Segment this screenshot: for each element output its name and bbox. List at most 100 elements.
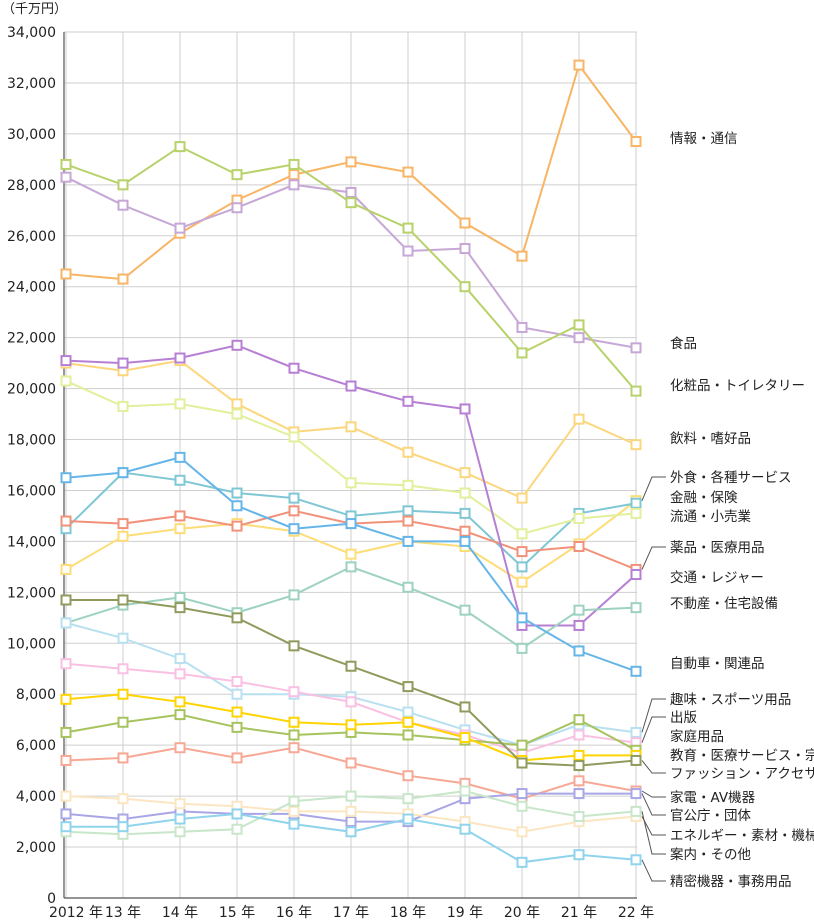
- data-point: [402, 505, 414, 517]
- data-point: [174, 474, 186, 486]
- data-point: [345, 197, 357, 209]
- data-point: [459, 604, 471, 616]
- data-point: [630, 754, 642, 766]
- data-point: [345, 790, 357, 802]
- data-point: [231, 808, 243, 820]
- data-point: [288, 742, 300, 754]
- series-2: [60, 141, 642, 397]
- data-point: [573, 619, 585, 631]
- data-point: [117, 632, 129, 644]
- data-point: [516, 612, 528, 624]
- x-tick-label: 19 年: [447, 905, 483, 921]
- data-point: [231, 487, 243, 499]
- data-point: [402, 681, 414, 693]
- series-15: [60, 594, 642, 772]
- series-label: 食品: [670, 335, 697, 352]
- y-tick-label: 6,000: [16, 738, 56, 754]
- data-point: [117, 179, 129, 191]
- y-tick-label: 34,000: [7, 25, 56, 41]
- y-tick-label: 10,000: [7, 636, 56, 652]
- data-point: [459, 525, 471, 537]
- data-point: [516, 856, 528, 868]
- data-point: [516, 757, 528, 769]
- data-point: [402, 535, 414, 547]
- data-point: [231, 676, 243, 687]
- data-point: [459, 403, 471, 415]
- series-label: 薬品・医療用品: [670, 539, 765, 556]
- series-label: 交通・レジャー: [670, 569, 764, 586]
- series-19: [60, 785, 642, 840]
- data-point: [231, 706, 243, 718]
- data-point: [516, 826, 528, 838]
- data-point: [288, 431, 300, 443]
- data-point: [459, 281, 471, 293]
- data-point: [345, 816, 357, 828]
- data-point: [117, 199, 129, 211]
- data-point: [288, 716, 300, 728]
- data-point: [60, 726, 72, 738]
- data-point: [174, 398, 186, 410]
- data-point: [288, 362, 300, 374]
- data-point: [231, 823, 243, 835]
- data-point: [516, 492, 528, 504]
- data-point: [60, 790, 72, 802]
- data-point: [345, 696, 357, 708]
- x-tick-label: 16 年: [276, 905, 312, 921]
- data-point: [288, 492, 300, 504]
- data-point: [630, 497, 642, 509]
- x-tick-label: 15 年: [219, 905, 255, 921]
- data-point: [117, 273, 129, 285]
- data-point: [117, 663, 129, 675]
- data-point: [288, 818, 300, 830]
- series-label: 教育・医療サービス・宗教: [670, 747, 814, 764]
- data-point: [60, 617, 72, 629]
- data-point: [231, 520, 243, 532]
- data-point: [60, 268, 72, 280]
- data-point: [630, 385, 642, 397]
- label-layer: 情報・通信食品化粧品・トイレタリー飲料・嗜好品外食・各種サービス金融・保険流通・…: [641, 131, 814, 890]
- data-point: [402, 166, 414, 178]
- data-point: [288, 523, 300, 535]
- data-point: [60, 693, 72, 705]
- data-point: [345, 757, 357, 769]
- y-tick-label: 32,000: [7, 76, 56, 92]
- data-point: [573, 319, 585, 331]
- data-point: [402, 706, 414, 718]
- data-point: [459, 217, 471, 229]
- data-point: [231, 688, 243, 700]
- data-point: [516, 788, 528, 800]
- data-point: [402, 515, 414, 527]
- data-point: [288, 589, 300, 601]
- data-point: [231, 408, 243, 420]
- data-point: [288, 640, 300, 652]
- series-label: 官公庁・団体: [670, 808, 751, 824]
- data-point: [459, 823, 471, 835]
- data-point: [459, 732, 471, 744]
- series-label: 情報・通信: [670, 131, 738, 147]
- data-point: [402, 222, 414, 234]
- data-point: [60, 821, 72, 833]
- series-12: [60, 658, 642, 759]
- x-tick-label: 13 年: [105, 905, 141, 921]
- data-point: [573, 810, 585, 822]
- data-point: [345, 518, 357, 530]
- data-point: [288, 158, 300, 170]
- data-point: [288, 179, 300, 191]
- data-point: [174, 352, 186, 364]
- series-1: [60, 171, 642, 354]
- data-point: [174, 826, 186, 838]
- series-8: [60, 339, 642, 631]
- data-point: [459, 785, 471, 797]
- data-point: [516, 250, 528, 262]
- series-label: 出版: [670, 710, 697, 726]
- data-point: [231, 500, 243, 512]
- data-point: [630, 342, 642, 354]
- data-point: [117, 821, 129, 833]
- data-point: [60, 472, 72, 484]
- data-point: [573, 788, 585, 800]
- data-point: [402, 479, 414, 491]
- series-layer: [60, 59, 642, 868]
- data-point: [630, 602, 642, 614]
- series-14: [60, 688, 642, 766]
